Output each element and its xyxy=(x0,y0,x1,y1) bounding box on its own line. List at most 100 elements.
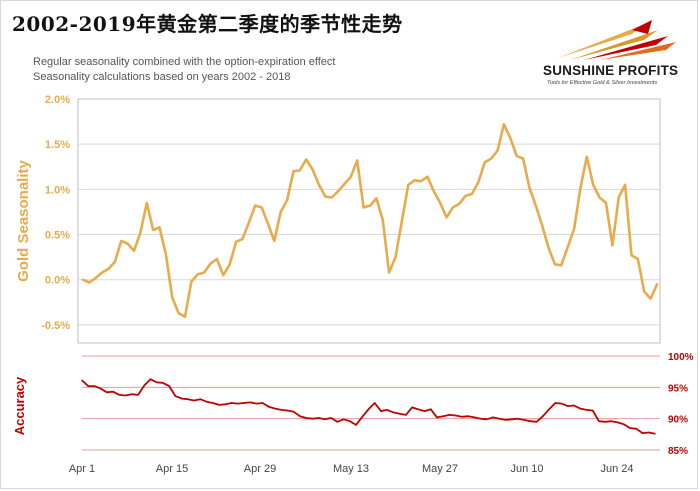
gold-seasonality-point xyxy=(209,262,212,265)
gold-seasonality-point xyxy=(311,168,314,171)
gold-seasonality-point xyxy=(305,158,308,161)
x-tick-label: Apr 29 xyxy=(244,463,276,475)
gold-seasonality-point xyxy=(566,246,569,249)
accuracy-point xyxy=(641,432,644,434)
gold-seasonality-point xyxy=(362,206,365,209)
accuracy-point xyxy=(118,394,121,396)
gold-seasonality-point xyxy=(522,157,524,160)
gold-seasonality-point xyxy=(490,157,493,160)
accuracy-point xyxy=(654,433,656,435)
accuracy-point xyxy=(280,409,283,411)
gold-seasonality-point xyxy=(471,192,473,195)
logo-tagline: Tools for Effective Gold & Silver Invest… xyxy=(547,80,658,86)
gold-seasonality-point xyxy=(343,183,346,185)
accuracy-point xyxy=(143,384,145,387)
x-tick-label: May 13 xyxy=(333,463,369,475)
accuracy-point xyxy=(324,418,326,420)
gold-seasonality-point xyxy=(560,264,563,267)
gold-seasonality-point xyxy=(426,175,429,178)
gold-seasonality-point xyxy=(126,242,129,245)
accuracy-point xyxy=(523,419,525,421)
seasonality-y-tick-label: 1.0% xyxy=(45,184,70,196)
accuracy-point xyxy=(131,393,133,395)
accuracy-point xyxy=(430,408,432,410)
accuracy-point xyxy=(573,404,575,407)
accuracy-point xyxy=(423,410,426,412)
accuracy-point xyxy=(255,402,258,405)
accuracy-point xyxy=(623,423,625,426)
gold-seasonality-point xyxy=(477,181,480,184)
seasonality-plot-area xyxy=(77,98,661,344)
gold-seasonality-point xyxy=(375,197,378,200)
gold-seasonality-point xyxy=(573,228,575,231)
gold-seasonality-point xyxy=(452,206,454,209)
accuracy-point xyxy=(317,417,320,419)
seasonality-axis-title: Gold Seasonality xyxy=(15,159,32,281)
accuracy-point xyxy=(237,402,239,405)
accuracy-point xyxy=(349,420,351,422)
gold-seasonality-point xyxy=(228,263,231,266)
seasonality-y-tick-label: 1.5% xyxy=(45,139,70,151)
accuracy-point xyxy=(567,405,569,407)
gold-seasonality-point xyxy=(643,290,646,293)
accuracy-point xyxy=(212,402,214,404)
accuracy-point xyxy=(174,395,177,397)
gold-seasonality-point xyxy=(630,254,633,257)
accuracy-point xyxy=(230,402,233,404)
accuracy-point xyxy=(81,379,83,382)
gold-seasonality-point xyxy=(579,186,582,189)
gold-seasonality-point xyxy=(534,204,537,207)
gold-seasonality-point xyxy=(407,183,410,186)
gold-seasonality-point xyxy=(318,183,320,186)
accuracy-point xyxy=(149,378,152,380)
accuracy-point xyxy=(162,382,164,384)
accuracy-point xyxy=(598,420,600,422)
gold-seasonality-point xyxy=(184,315,186,318)
accuracy-point xyxy=(473,416,476,419)
gold-seasonality-point xyxy=(273,239,276,242)
accuracy-axis-title: Accuracy xyxy=(12,376,27,435)
accuracy-point xyxy=(442,415,444,417)
gold-seasonality-point xyxy=(458,202,461,205)
accuracy-point xyxy=(386,409,388,411)
gold-seasonality-point xyxy=(503,123,505,126)
accuracy-point xyxy=(268,406,270,408)
accuracy-y-tick-label: 90% xyxy=(668,415,688,426)
accuracy-point xyxy=(417,408,420,410)
accuracy-point xyxy=(137,394,139,396)
gold-seasonality-point xyxy=(547,247,550,250)
accuracy-point xyxy=(448,414,451,416)
gold-seasonality-point xyxy=(101,271,104,274)
x-tick-label: May 27 xyxy=(422,463,458,475)
gold-seasonality-point xyxy=(203,271,206,274)
gold-seasonality-point xyxy=(369,204,371,207)
accuracy-point xyxy=(629,427,631,429)
gold-seasonality-point xyxy=(464,194,467,197)
accuracy-point xyxy=(380,410,382,412)
accuracy-point xyxy=(355,424,357,426)
accuracy-point xyxy=(311,417,314,420)
gold-seasonality-point xyxy=(94,277,97,279)
accuracy-point xyxy=(87,385,89,387)
accuracy-point xyxy=(616,421,619,424)
accuracy-point xyxy=(99,387,102,390)
gold-seasonality-point xyxy=(254,204,257,207)
gold-seasonality-point xyxy=(381,219,384,221)
gold-seasonality-point xyxy=(598,196,601,199)
gold-seasonality-point xyxy=(413,179,416,182)
seasonality-y-tick-label: 0.5% xyxy=(45,230,70,242)
accuracy-point xyxy=(93,385,96,387)
gold-seasonality-point xyxy=(235,240,237,243)
accuracy-point xyxy=(112,391,114,393)
gold-seasonality-point xyxy=(292,170,295,173)
gold-seasonality-point xyxy=(247,221,250,224)
gold-seasonality-point xyxy=(279,211,282,213)
gold-seasonality-point xyxy=(617,196,620,199)
accuracy-point xyxy=(635,427,638,430)
gold-seasonality-point xyxy=(241,238,244,240)
gold-seasonality-point xyxy=(605,202,607,204)
gold-seasonality-point xyxy=(509,136,512,139)
seasonality-y-tick-label: -0.5% xyxy=(41,320,70,332)
chart-subtitle-line2: Seasonality calculations based on years … xyxy=(33,71,291,83)
